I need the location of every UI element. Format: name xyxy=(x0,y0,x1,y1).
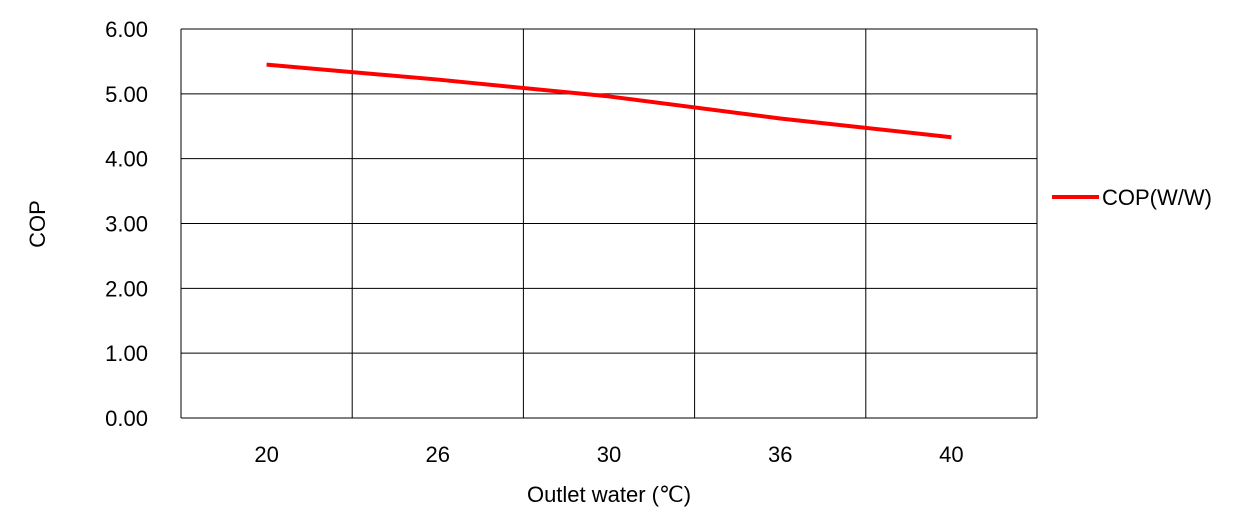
y-tick-label: 5.00 xyxy=(105,82,148,107)
y-tick-label: 1.00 xyxy=(105,341,148,366)
y-tick-label: 0.00 xyxy=(105,406,148,431)
x-tick-label: 30 xyxy=(597,442,621,467)
y-tick-label: 3.00 xyxy=(105,212,148,237)
legend-label: COP(W/W) xyxy=(1102,185,1212,210)
y-tick-label: 6.00 xyxy=(105,17,148,42)
grid xyxy=(181,28,1037,418)
x-tick-label: 26 xyxy=(426,442,450,467)
y-tick-label: 4.00 xyxy=(105,147,148,172)
y-axis-title: COP xyxy=(25,200,50,248)
legend: COP(W/W) xyxy=(1052,185,1212,210)
x-tick-label: 20 xyxy=(254,442,278,467)
x-tick-label: 36 xyxy=(768,442,792,467)
y-tick-label: 2.00 xyxy=(105,276,148,301)
axes: 0.00 1.00 2.00 3.00 4.00 5.00 6.00 20 26 30 36 40 xyxy=(105,17,1038,467)
labels: Outlet water (℃) COP xyxy=(25,200,691,507)
series-layer xyxy=(266,62,952,140)
series-line xyxy=(266,62,952,140)
x-tick-label: 40 xyxy=(939,442,963,467)
x-axis-title: Outlet water (℃) xyxy=(527,482,691,507)
